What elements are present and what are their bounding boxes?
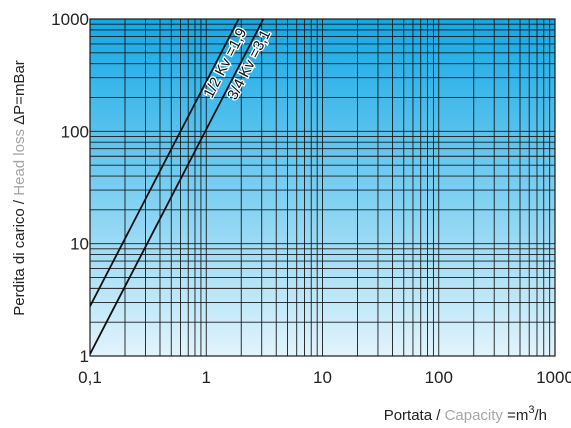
x-axis-label-per: /h <box>534 407 547 424</box>
x-axis-label-sup: 3 <box>528 404 534 416</box>
x-tick-label: 1 <box>202 368 211 387</box>
y-axis-label: Perdita di carico / Head loss ΔP=mBar <box>11 60 28 316</box>
y-axis-label-en: Head loss <box>11 125 28 196</box>
y-tick-label: 10 <box>70 235 89 254</box>
y-tick-label: 100 <box>61 122 89 141</box>
x-axis-label-it: Portata / <box>384 407 445 424</box>
y-axis-label-unit: ΔP=mBar <box>11 60 28 125</box>
grid <box>89 19 555 357</box>
plot-frame <box>89 18 556 357</box>
x-axis-label-unit: =m <box>503 407 528 424</box>
x-axis-label-en: Capacity <box>445 407 504 424</box>
y-tick-label: 1000 <box>51 10 89 29</box>
x-tick-label: 1000 <box>536 368 571 387</box>
y-axis-label-it: Perdita di carico / <box>11 196 28 316</box>
x-tick-label: 10 <box>313 368 332 387</box>
series-line-1 <box>90 19 240 307</box>
series-line-2 <box>90 19 265 355</box>
x-axis-label: Portata / Capacity =m3/h <box>384 404 547 424</box>
y-tick-label: 1 <box>80 347 89 366</box>
x-tick-label: 100 <box>425 368 453 387</box>
series-lines <box>90 19 265 355</box>
x-tick-label: 0,1 <box>78 368 102 387</box>
